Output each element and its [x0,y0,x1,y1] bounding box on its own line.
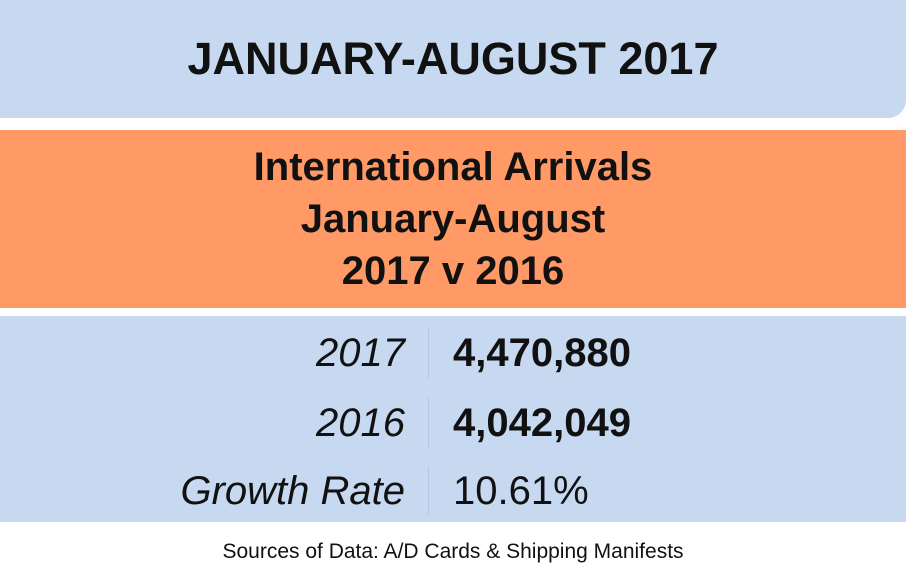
divider [428,466,429,516]
table: 2017 4,470,880 2016 4,042,049 Growth Rate 10.… [0,316,906,522]
row-label: 2016 [316,400,405,445]
row-label: Growth Rate [180,468,405,513]
row-value: 4,042,049 [453,400,631,445]
row-value: 10.61% [453,468,589,513]
header: JANUARY-AUGUST 2017 [0,0,906,118]
divider [428,328,429,378]
source-note: Sources of Data: A/D Cards & Shipping Ma… [222,540,684,563]
title-line: International Arrivals [253,145,653,189]
row-value: 4,470,880 [453,330,631,375]
row-label: 2017 [316,330,405,375]
table-title: International Arrivals January-August 2017… [0,130,906,308]
title-line: January-August [300,197,606,241]
table-row: 2017 4,470,880 [0,320,906,386]
table-row: 2016 4,042,049 [0,390,906,456]
table-row: Growth Rate 10.61% [0,458,906,524]
divider [428,398,429,448]
title-line: 2017 v 2016 [341,249,565,293]
header-title: JANUARY-AUGUST 2017 [187,33,719,84]
